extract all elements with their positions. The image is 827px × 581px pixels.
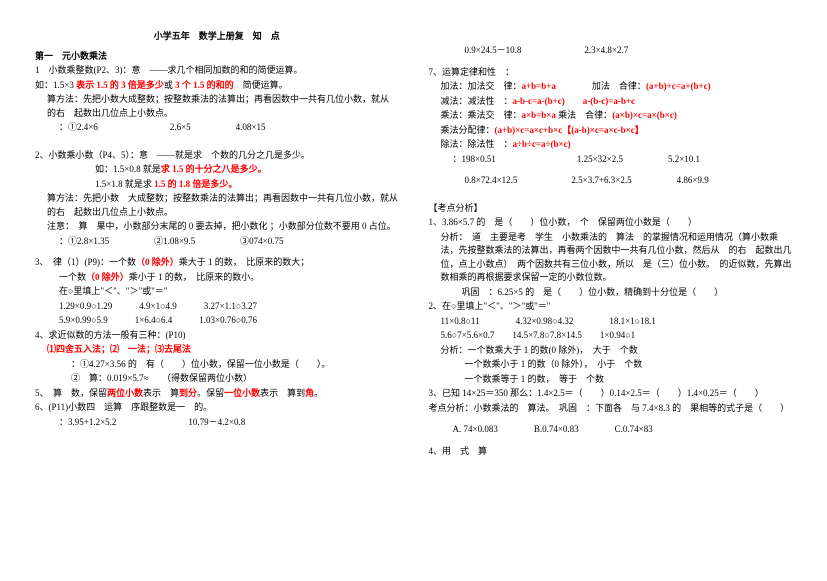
doc-title: 小学五年 数学上册复 知 点 (35, 30, 399, 44)
item-2-method: 算方法：先把小数 大成整数；按整数乘法的法算出；再看因数中一共有几位小数，就从 … (35, 192, 399, 219)
analysis-q1: 1、3.86×5.7 的 是（ ）位小数， 个 保留两位小数是（ ） (429, 216, 793, 230)
item-1-practice: ：①2.4×6 2.6×5 4.08×15 (35, 121, 399, 135)
analysis-q1-consol: 巩固 ：6.25×5 的 是（ ）位小数，精确到十分位是（ ） (429, 286, 793, 300)
item-7-heading: 7、运算定律和性 ： (429, 66, 793, 80)
law-mul: 乘法：乘法交 律：a×b=b×a 乘法 合律：(a×b)×c=a×(b×c) (429, 109, 793, 123)
item-2-note: 注意： 算 果中，小数部分末尾的 0 要去掉，把小数化 ；小数部分位数不要用 0… (35, 220, 399, 234)
item-4-methods: ⑴四舍五入法；⑵ 一法；⑶去尾法 (35, 343, 399, 357)
analysis-q3-options: A. 74×0.083 B.0.74×0.83 C.0.74×83 (429, 423, 793, 437)
item-3-rule1: 3、 律（1）(P9)：一个数（0 除外）乘大于 1 的数， 比原来的数大； (35, 256, 399, 270)
item-1-method: 算方法：先把小数大成整数；按整数乘法的法算出；再看因数中一共有几位小数，就从 的… (35, 93, 399, 120)
item-3-fill: 在○里填上"＜"、"＞"或"＝" (35, 285, 399, 299)
law-add: 加法：加法交 律：a+b=b+a 加法 合律：(a+b)+c=a+(b+c) (429, 80, 793, 94)
law-sub: 减法：减法性 ：a-b-c=a-(b+c) a-(b-c)=a-b+c (429, 95, 793, 109)
analysis-q2-exp2: 一个数乘小于 1 的数（0 除外）， 小于 个数 (429, 358, 793, 372)
analysis-q3: 3、已知 14×25＝350 那么：1.4×2.5＝（ ）0.14×2.5＝（ … (429, 387, 793, 401)
item-2-practice: ：①2.8×1.35 ②1.08×9.5 ③074×0.75 (35, 235, 399, 249)
item-2-ex2: 1.5×1.8 就是求 1.5 的 1.8 倍是多少。 (35, 178, 399, 192)
analysis-q2-row1: 11×0.8○11 4.32×0.98○4.32 18.1×1○18.1 (429, 315, 793, 329)
right-column: 0.9×24.5－10.8 2.3×4.8×2.7 7、运算定律和性 ： 加法：… (414, 30, 808, 459)
item-2-def: 2、小数乘小数（P4、5）：意 ——就是求 个数的几分之几是多少。 (35, 149, 399, 163)
analysis-q2-exp3: 一个数乘等于 1 的数， 等于 个数 (429, 373, 793, 387)
item-4-heading: 4、求近似数的方法一般有三种：(P10) (35, 329, 399, 343)
item-4-q1: ：①4.27×3.56 的 有（ ）位小数，保留一位小数是（ ）。 (35, 358, 399, 372)
item-3-rule2: 一个数（0 除外）乘小于 1 的数， 比原来的数小。 (35, 271, 399, 285)
analysis-q1-explain: 分析： 道 主要是考 学生 小数乘法的 算法 的掌握情况和运用情况（算小数乘法，… (429, 231, 793, 285)
section-1-heading: 第一 元小数乘法 (35, 50, 399, 64)
left-column: 小学五年 数学上册复 知 点 第一 元小数乘法 1 小数乘整数(P2、3)：意 … (20, 30, 414, 459)
analysis-q3-explain: 考点分析：小数乘法的 算法。 巩固 ：下面各 与 7.4×8.3 的 果相等的式… (429, 402, 793, 416)
law-dist: 乘法分配律：(a+b)×c=a×c+b×c【(a-b)×c=a×c-b×c】 (429, 124, 793, 138)
analysis-q2: 2、在○里填上"＜"、"＞"或"＝" (429, 300, 793, 314)
item-1-def: 1 小数乘整数(P2、3)：意 ——求几个相同加数的和的简便运算。 (35, 64, 399, 78)
analysis-q2-row2: 5.6○7×5.6×0.7 14.5×7.8○7.8×14.5 1×0.94○1 (429, 329, 793, 343)
analysis-q2-exp1: 分析：一个数乘大于 1 的数(0 除外)， 大于 个数 (429, 344, 793, 358)
item-4-q2: ② 算：0.019×5.7≈ （得数保留两位小数） (35, 372, 399, 386)
law-div: 除法：除法性 ：a÷b÷c=a÷(b×c) (429, 138, 793, 152)
practice-row: 0.9×24.5－10.8 2.3×4.8×2.7 (429, 44, 793, 58)
law-practice1: ：198×0.51 1.25×32×2.5 5.2×10.1 (429, 153, 793, 167)
item-1-example: 如：1.5×3 表示 1.5 的 3 倍是多少或 3 个 1.5 的和的 简便运… (35, 79, 399, 93)
item-5: 5、 算 数，保留两位小数表示 算到分。保留一位小数表示 算到角。 (35, 387, 399, 401)
item-2-ex1: 如：1.5×0.8 就是求 1.5 的十分之八是多少。 (35, 163, 399, 177)
analysis-heading: 【考点分析】 (429, 202, 793, 216)
analysis-q4: 4、用 式 算 (429, 445, 793, 459)
item-6: 6、(P11)小数四 运算 序跟整数是一 的。 (35, 401, 399, 415)
item-3-row2: 5.9×0.99○5.9 1×6.4○6.4 1.03×0.76○0.76 (35, 314, 399, 328)
law-practice2: 0.8×72.4×12.5 2.5×3.7+6.3×2.5 4.86×9.9 (429, 174, 793, 188)
item-6-practice: ：3.95+1.2×5.2 10.79－4.2×0.8 (35, 416, 399, 430)
item-3-row1: 1.29×0.9○1.29 4.9×1○4.9 3.27×1.1○3.27 (35, 300, 399, 314)
document-page: 小学五年 数学上册复 知 点 第一 元小数乘法 1 小数乘整数(P2、3)：意 … (0, 0, 827, 479)
